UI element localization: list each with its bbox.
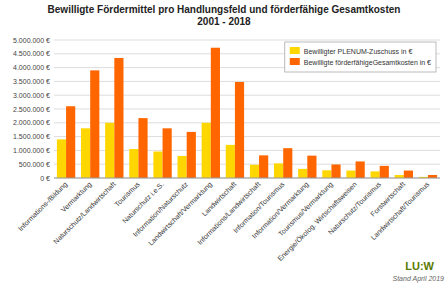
bar bbox=[404, 171, 413, 178]
y-tick-label: 2.500.000 € bbox=[13, 106, 50, 113]
grid-line bbox=[54, 109, 440, 110]
bar bbox=[259, 155, 268, 178]
bar bbox=[90, 70, 99, 178]
bar bbox=[153, 152, 162, 178]
bar bbox=[298, 169, 307, 178]
bar bbox=[66, 106, 75, 178]
y-tick-label: 5.000.000 € bbox=[13, 37, 50, 44]
bar bbox=[371, 171, 380, 178]
y-tick-label: 1.500.000 € bbox=[13, 133, 50, 140]
y-tick-label: 4.500.000 € bbox=[13, 50, 50, 57]
bar bbox=[202, 123, 211, 178]
grid-line bbox=[54, 81, 440, 82]
legend-swatch bbox=[290, 47, 300, 54]
logo-text: LU:W bbox=[405, 260, 434, 272]
bar bbox=[331, 164, 340, 178]
title: Bewilligte Fördermittel pro Handlungsfel… bbox=[48, 4, 401, 27]
bar bbox=[129, 149, 138, 178]
bar bbox=[163, 128, 172, 178]
chart: Bewilligte Fördermittel pro Handlungsfel… bbox=[0, 0, 448, 285]
grid-line bbox=[54, 95, 440, 96]
x-axis-line bbox=[54, 178, 440, 179]
bar bbox=[307, 156, 316, 178]
bar bbox=[138, 118, 147, 178]
bar bbox=[250, 165, 259, 178]
x-tick-label: Landwirtschaft/Tourismus bbox=[370, 180, 431, 241]
y-tick-label: 500.000 € bbox=[19, 161, 50, 168]
bar bbox=[178, 156, 187, 178]
legend-swatch bbox=[290, 58, 300, 65]
bar bbox=[211, 48, 220, 178]
bar bbox=[380, 166, 389, 178]
y-tick-label: 1.000.000 € bbox=[13, 147, 50, 154]
legend-label: Bewilligter PLENUM-Zuschuss in € bbox=[304, 48, 413, 56]
background bbox=[0, 0, 448, 285]
grid-line bbox=[54, 40, 440, 41]
y-tick-label: 0 € bbox=[40, 175, 50, 182]
bar bbox=[57, 139, 66, 178]
y-axis: 0 € 500.000 € 1.000.000 € 1.500.000 € 2.000.… bbox=[13, 37, 440, 182]
bar bbox=[81, 128, 90, 178]
x-tick-label: Naturschutz i.e.S. bbox=[121, 180, 165, 224]
bar bbox=[226, 145, 235, 178]
y-tick-label: 2.000.000 € bbox=[13, 119, 50, 126]
legend-label: Bewilligte förderfähigeGesamtkosten in € bbox=[304, 59, 431, 67]
legend: Bewilligter PLENUM-Zuschuss in € Bewillig… bbox=[285, 42, 436, 72]
grid-line bbox=[54, 178, 440, 179]
y-tick-label: 3.500.000 € bbox=[13, 78, 50, 85]
bar bbox=[114, 58, 123, 178]
legend-frame bbox=[285, 42, 436, 72]
bar bbox=[346, 171, 355, 178]
x-tick-label: Energie/Ökolog. Wirtschaftsweisen bbox=[276, 180, 358, 262]
bar bbox=[283, 148, 292, 178]
watermark: Stand April 2019 bbox=[393, 275, 445, 283]
bar bbox=[274, 163, 283, 178]
bar bbox=[322, 170, 331, 178]
bar bbox=[356, 161, 365, 178]
bar bbox=[187, 132, 196, 178]
y-tick-label: 3.000.000 € bbox=[13, 92, 50, 99]
x-axis: Informations-/BildungVermarktungNatursch… bbox=[17, 180, 431, 263]
bar bbox=[105, 123, 114, 178]
bar bbox=[235, 82, 244, 178]
y-tick-label: 4.000.000 € bbox=[13, 64, 50, 71]
title-line: Bewilligte Fördermittel pro Handlungsfel… bbox=[48, 4, 401, 15]
title-line: 2001 - 2018 bbox=[197, 16, 251, 27]
x-tick-label: Naturschutz/Landwirtschaft bbox=[52, 180, 117, 245]
